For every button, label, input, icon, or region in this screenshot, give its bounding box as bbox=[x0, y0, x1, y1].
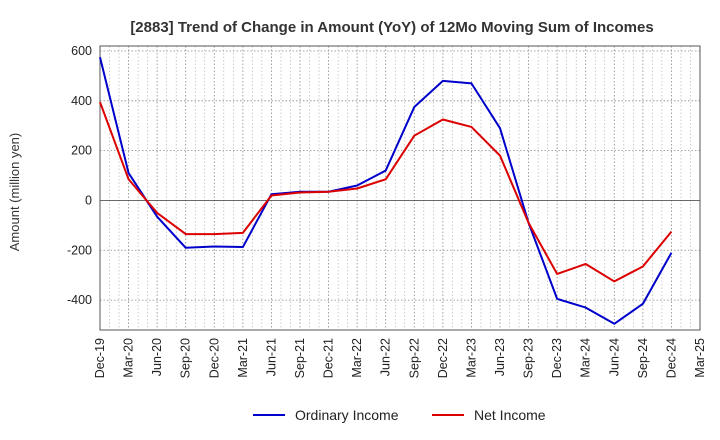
x-tick-label: Jun-20 bbox=[150, 338, 164, 376]
y-tick-label: 600 bbox=[71, 44, 92, 58]
x-tick-label: Jun-23 bbox=[493, 338, 507, 376]
plot-frame bbox=[99, 45, 701, 331]
x-tick-label: Dec-24 bbox=[664, 338, 678, 378]
x-tick-label: Jun-24 bbox=[607, 338, 621, 376]
axis-layer: 600 400 200 0 -200 -400 Dec-19 Mar-20 Jun-20 Sep-… bbox=[67, 44, 707, 378]
series-layer bbox=[99, 56, 673, 325]
series-line-ordinary-income bbox=[99, 56, 673, 325]
x-tick-label: Mar-24 bbox=[579, 338, 593, 378]
x-tick-label: Mar-23 bbox=[464, 338, 478, 378]
series-line-net-income bbox=[99, 101, 673, 283]
y-axis-label: Amount (million yen) bbox=[7, 133, 22, 252]
x-tick-label: Sep-23 bbox=[522, 338, 536, 378]
x-tick-label: Sep-24 bbox=[636, 338, 650, 378]
x-tick-label: Sep-20 bbox=[179, 338, 193, 378]
grid-layer bbox=[99, 46, 701, 330]
x-tick-label: Mar-20 bbox=[122, 338, 136, 378]
x-tick-label: Sep-22 bbox=[407, 338, 421, 378]
y-tick-label: 400 bbox=[71, 94, 92, 108]
legend-ordinary-income-label: Ordinary Income bbox=[295, 407, 399, 423]
x-tick-label: Dec-19 bbox=[93, 338, 107, 378]
y-tick-label: -400 bbox=[67, 293, 92, 307]
x-tick-label: Sep-21 bbox=[293, 338, 307, 378]
x-tick-label: Mar-21 bbox=[236, 338, 250, 378]
x-tick-label: Dec-23 bbox=[550, 338, 564, 378]
x-tick-label: Dec-22 bbox=[436, 338, 450, 378]
x-tick-label: Jun-22 bbox=[379, 338, 393, 376]
y-tick-label: 200 bbox=[71, 144, 92, 158]
x-tick-label: Jun-21 bbox=[264, 338, 278, 376]
legend-net-income-label: Net Income bbox=[474, 407, 546, 423]
x-tick-label: Mar-25 bbox=[693, 338, 707, 378]
y-tick-label: 0 bbox=[85, 193, 92, 207]
chart-title: [2883] Trend of Change in Amount (YoY) o… bbox=[130, 19, 653, 36]
y-tick-label: -200 bbox=[67, 243, 92, 257]
x-tick-label: Dec-21 bbox=[322, 338, 336, 378]
x-tick-label: Mar-22 bbox=[350, 338, 364, 378]
legend: Ordinary Income Net Income bbox=[253, 407, 546, 423]
x-tick-label: Dec-20 bbox=[207, 338, 221, 378]
